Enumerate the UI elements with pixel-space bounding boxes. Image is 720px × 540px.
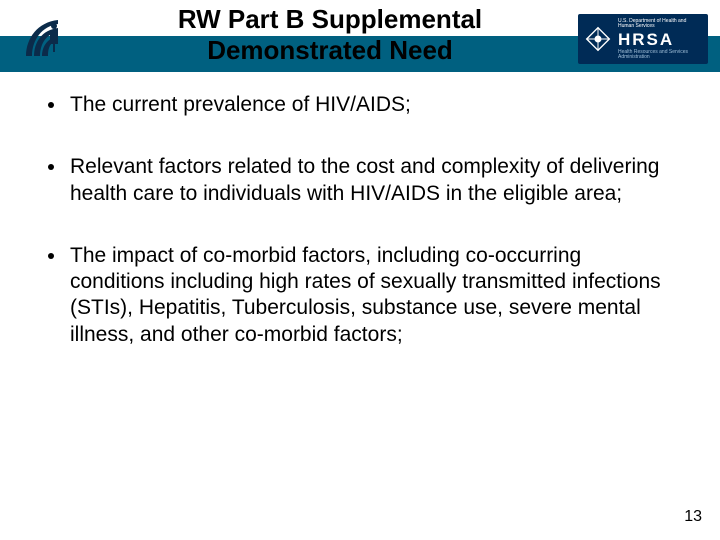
bullet-text-3: The impact of co-morbid factors, includi…: [70, 243, 672, 348]
bullet-icon: [48, 102, 54, 108]
hhs-logo-icon: [20, 14, 68, 62]
hrsa-dept-label: U.S. Department of Health and Human Serv…: [618, 19, 702, 29]
hrsa-logo: U.S. Department of Health and Human Serv…: [578, 14, 708, 64]
hrsa-subtitle: Health Resources and Services Administra…: [618, 50, 702, 60]
list-item: The current prevalence of HIV/AIDS;: [48, 92, 672, 118]
bullet-text-2: Relevant factors related to the cost and…: [70, 154, 672, 207]
list-item: The impact of co-morbid factors, includi…: [48, 243, 672, 348]
title-line-2: Demonstrated Need: [207, 35, 453, 65]
list-item: Relevant factors related to the cost and…: [48, 154, 672, 207]
hrsa-diamond-icon: [584, 25, 612, 53]
hrsa-acronym: HRSA: [618, 31, 702, 48]
bullet-text-1: The current prevalence of HIV/AIDS;: [70, 92, 672, 118]
content-area: The current prevalence of HIV/AIDS; Rele…: [48, 92, 672, 384]
page-number: 13: [684, 508, 702, 526]
page-title: RW Part B Supplemental Demonstrated Need: [100, 4, 560, 66]
title-line-1: RW Part B Supplemental: [178, 4, 482, 34]
bullet-icon: [48, 253, 54, 259]
bullet-icon: [48, 164, 54, 170]
